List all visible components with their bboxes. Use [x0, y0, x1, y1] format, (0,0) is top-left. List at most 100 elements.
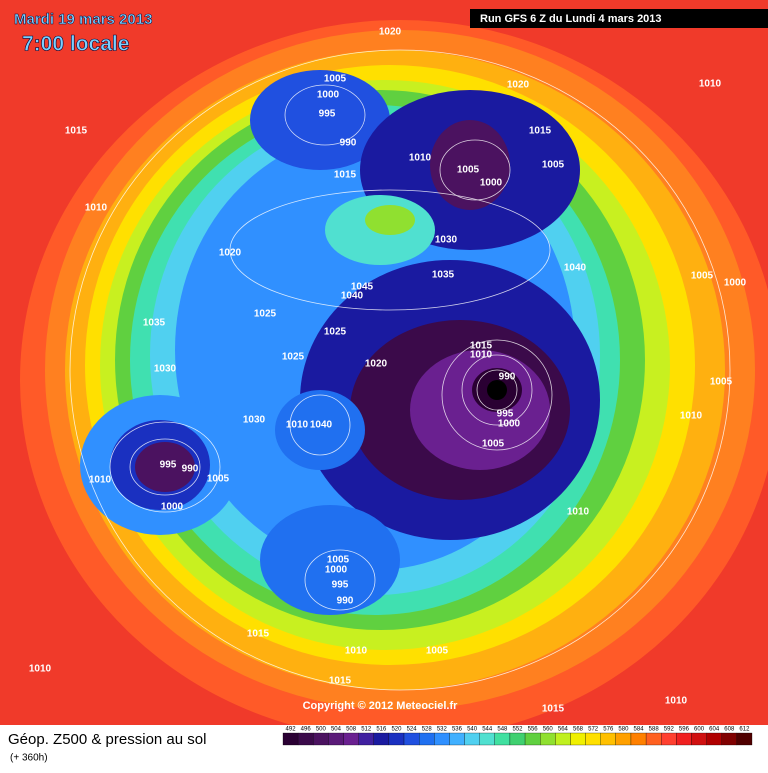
scale-label: 552: [512, 727, 523, 733]
isobar-label: 1000: [724, 278, 747, 289]
isobar-label: 1025: [282, 352, 305, 363]
scale-swatch: [555, 732, 571, 746]
scale-label: 560: [543, 727, 554, 733]
scale-swatch: [630, 732, 647, 746]
scale-label: 588: [649, 727, 660, 733]
isobar-label: 990: [340, 138, 357, 149]
isobar-label: 1005: [207, 474, 230, 485]
scale-swatch: [645, 732, 662, 746]
isobar-label: 1005: [426, 646, 449, 657]
footer-title: Géop. Z500 & pression au sol: [8, 731, 206, 748]
isobar-label: 1010: [470, 350, 493, 361]
isobar-label: 1040: [310, 420, 333, 431]
isobar-labels: 1020 1010 1005 1000 995 990 1015 1020 1015 1005 10…: [29, 27, 747, 715]
scale-swatch: [343, 732, 359, 746]
isobar-label: 1040: [341, 291, 364, 302]
isobar-label: 1010: [345, 646, 368, 657]
scale-swatch: [736, 732, 753, 746]
isobar-label: 1020: [379, 27, 402, 38]
isobar-label: 1015: [542, 704, 565, 715]
scale-swatch: [570, 732, 586, 746]
scale-swatch: [449, 732, 465, 746]
isobar-label: 990: [337, 596, 354, 607]
time: 7:00 locale: [22, 33, 129, 56]
scale-label: 540: [467, 727, 478, 733]
isobar-lines: [69, 49, 731, 691]
isobar-label: 1015: [247, 629, 270, 640]
scale-label: 584: [634, 727, 645, 733]
scale-label: 572: [588, 727, 599, 733]
scale-swatch: [479, 732, 495, 746]
scale-label: 496: [301, 727, 312, 733]
isobar-label: 1010: [680, 411, 703, 422]
scale-label: 608: [724, 727, 735, 733]
scale-label: 576: [603, 727, 614, 733]
scale-swatch: [509, 732, 526, 746]
scale-swatch: [524, 732, 541, 746]
scale-swatch: [615, 732, 632, 746]
isobar-label: 1000: [317, 90, 340, 101]
scale-swatch: [540, 732, 556, 746]
scale-swatch: [691, 732, 707, 746]
scale-swatch: [297, 732, 314, 746]
scale-label: 612: [739, 727, 750, 733]
isobar-label: 1000: [161, 502, 184, 513]
isobar-label: 995: [319, 109, 336, 120]
isobar-label: 1000: [480, 178, 503, 189]
scale-swatch: [358, 732, 374, 746]
footer-bar: [0, 725, 768, 768]
scale-label: 596: [679, 727, 690, 733]
scale-label: 548: [497, 727, 508, 733]
scale-label: 580: [618, 727, 629, 733]
isobar-label: 1005: [324, 74, 347, 85]
isobar-label: 1035: [432, 270, 455, 281]
scale-label: 512: [361, 727, 372, 733]
isobar-label: 1025: [254, 309, 277, 320]
isobar-label: 1045: [351, 282, 374, 293]
isobar-label: 1040: [564, 263, 587, 274]
scale-swatch: [373, 732, 390, 746]
isobar-label: 1015: [65, 126, 88, 137]
isobar-label: 1015: [334, 170, 357, 181]
isobar-label: 1005: [691, 271, 714, 282]
isobar-label: 1010: [699, 79, 722, 90]
isobar-label: 1025: [324, 327, 347, 338]
isobar-label: 1010: [409, 153, 432, 164]
scale-swatch: [403, 732, 420, 746]
run-box: [470, 9, 768, 28]
scale-label: 604: [709, 727, 720, 733]
scale-swatch: [419, 732, 435, 746]
isobar-label: 1020: [507, 80, 530, 91]
scale-swatch: [328, 732, 344, 746]
scale-label: 600: [694, 727, 705, 733]
isobar-label: 990: [499, 372, 516, 383]
scale-swatch: [282, 732, 299, 746]
scale-swatch: [313, 732, 329, 746]
color-scale: 492 496 500 504 508 512 516 520 524 528 532 536 540 5…: [282, 727, 753, 746]
isobar-label: 1005: [710, 377, 733, 388]
isobar-label: 1010: [89, 475, 112, 486]
isobar-label: 1000: [325, 565, 348, 576]
scale-label: 556: [528, 727, 539, 733]
isobar-label: 1010: [85, 203, 108, 214]
scale-label: 492: [286, 727, 297, 733]
scale-label: 532: [437, 727, 448, 733]
scale-label: 528: [422, 727, 433, 733]
scale-label: 592: [664, 727, 675, 733]
scale-label: 564: [558, 727, 569, 733]
isobar-label: 1030: [243, 415, 266, 426]
copyright: Copyright © 2012 Meteociel.fr: [303, 700, 459, 712]
scale-swatch: [676, 732, 692, 746]
scale-label: 524: [407, 727, 418, 733]
scale-swatch: [600, 732, 616, 746]
scale-label: 544: [482, 727, 493, 733]
scale-label: 504: [331, 727, 342, 733]
isobar-label: 1010: [286, 420, 309, 431]
isobar-label: 995: [160, 460, 177, 471]
isobar-label: 1005: [542, 160, 565, 171]
scale-swatch: [388, 732, 405, 746]
scale-swatch: [721, 732, 738, 746]
isobar-label: 1020: [365, 359, 388, 370]
scale-label: 536: [452, 727, 463, 733]
